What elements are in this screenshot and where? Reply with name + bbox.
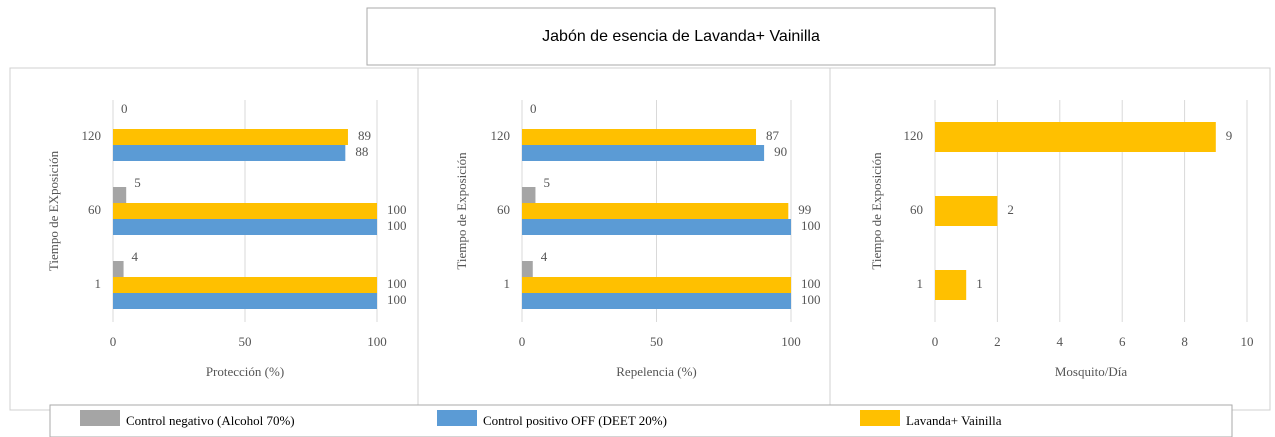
bar bbox=[113, 187, 127, 203]
x-tick-label: 100 bbox=[781, 334, 801, 349]
data-label: 100 bbox=[387, 292, 407, 307]
y-tick-label: 60 bbox=[88, 202, 101, 217]
bar bbox=[522, 293, 791, 309]
data-label: 0 bbox=[530, 101, 537, 116]
legend-label: Control negativo (Alcohol 70%) bbox=[126, 413, 295, 428]
bar bbox=[935, 196, 998, 226]
data-label: 0 bbox=[121, 101, 128, 116]
x-axis-label: Mosquito/Día bbox=[1055, 364, 1127, 379]
legend-swatch bbox=[437, 410, 477, 426]
x-tick-label: 2 bbox=[994, 334, 1001, 349]
data-label: 4 bbox=[132, 249, 139, 264]
bar bbox=[522, 145, 765, 161]
data-label: 100 bbox=[387, 202, 407, 217]
legend-label: Control positivo OFF (DEET 20%) bbox=[483, 413, 667, 428]
bar bbox=[522, 187, 536, 203]
legend-label: Lavanda+ Vainilla bbox=[906, 413, 1002, 428]
data-label: 90 bbox=[774, 144, 787, 159]
x-axis-label: Repelencia (%) bbox=[616, 364, 696, 379]
data-label: 5 bbox=[543, 175, 550, 190]
y-tick-label: 120 bbox=[82, 128, 102, 143]
data-label: 4 bbox=[541, 249, 548, 264]
data-label: 88 bbox=[355, 144, 368, 159]
x-tick-label: 0 bbox=[519, 334, 526, 349]
legend-swatch bbox=[860, 410, 900, 426]
x-tick-label: 8 bbox=[1181, 334, 1188, 349]
y-tick-label: 120 bbox=[491, 128, 511, 143]
legend-box bbox=[49, 404, 1233, 437]
bar bbox=[113, 219, 377, 235]
data-label: 87 bbox=[766, 128, 780, 143]
x-tick-label: 50 bbox=[650, 334, 663, 349]
bar bbox=[113, 261, 124, 277]
y-tick-label: 1 bbox=[504, 276, 511, 291]
bar bbox=[522, 277, 791, 293]
y-axis-label: Tiempo de Exposición bbox=[454, 152, 469, 270]
x-tick-label: 4 bbox=[1057, 334, 1064, 349]
bar bbox=[935, 122, 1216, 152]
data-label: 100 bbox=[387, 218, 407, 233]
bar bbox=[522, 219, 791, 235]
y-tick-label: 60 bbox=[497, 202, 510, 217]
y-tick-label: 120 bbox=[904, 128, 924, 143]
data-label: 100 bbox=[801, 218, 821, 233]
bar bbox=[113, 277, 377, 293]
data-label: 100 bbox=[801, 292, 821, 307]
x-tick-label: 100 bbox=[367, 334, 387, 349]
data-label: 89 bbox=[358, 128, 371, 143]
y-tick-label: 1 bbox=[95, 276, 102, 291]
y-tick-label: 60 bbox=[910, 202, 923, 217]
data-label: 100 bbox=[387, 276, 407, 291]
title: Jabón de esencia de Lavanda+ Vainilla bbox=[542, 28, 820, 45]
x-axis-label: Protección (%) bbox=[206, 364, 284, 379]
x-tick-label: 0 bbox=[110, 334, 117, 349]
y-axis-label: Tiempo de Exposición bbox=[869, 152, 884, 270]
bar bbox=[113, 203, 377, 219]
data-label: 1 bbox=[976, 276, 983, 291]
x-tick-label: 50 bbox=[239, 334, 252, 349]
x-tick-label: 6 bbox=[1119, 334, 1126, 349]
data-label: 99 bbox=[798, 202, 811, 217]
y-tick-label: 1 bbox=[917, 276, 924, 291]
legend-swatch bbox=[80, 410, 120, 426]
y-axis-label: Tiempo de EXposición bbox=[46, 150, 61, 271]
bar bbox=[522, 203, 789, 219]
data-label: 2 bbox=[1007, 202, 1014, 217]
x-tick-label: 0 bbox=[932, 334, 939, 349]
bar bbox=[113, 293, 377, 309]
data-label: 5 bbox=[134, 175, 141, 190]
bar bbox=[113, 129, 348, 145]
x-tick-label: 10 bbox=[1241, 334, 1254, 349]
panel-frame bbox=[9, 67, 1271, 411]
bar bbox=[113, 145, 346, 161]
title-box bbox=[366, 7, 996, 66]
bar bbox=[522, 129, 757, 145]
bar bbox=[522, 261, 533, 277]
data-label: 100 bbox=[801, 276, 821, 291]
bar bbox=[935, 270, 967, 300]
data-label: 9 bbox=[1226, 128, 1233, 143]
